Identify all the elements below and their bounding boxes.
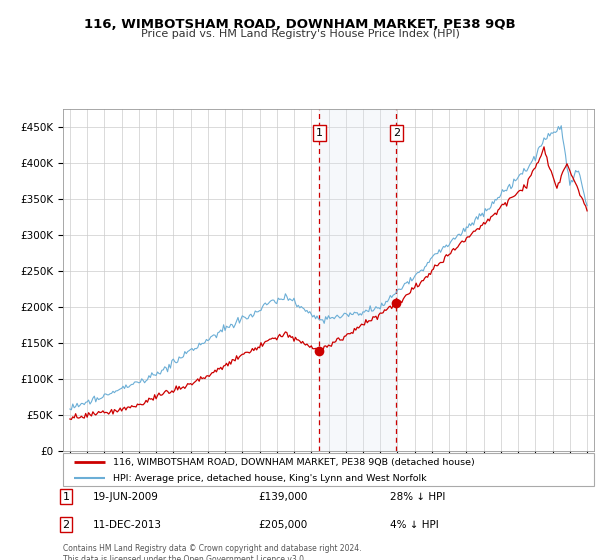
Text: £205,000: £205,000 [258,520,307,530]
Text: 116, WIMBOTSHAM ROAD, DOWNHAM MARKET, PE38 9QB (detached house): 116, WIMBOTSHAM ROAD, DOWNHAM MARKET, PE… [113,458,475,466]
Text: 19-JUN-2009: 19-JUN-2009 [93,492,159,502]
Text: 11-DEC-2013: 11-DEC-2013 [93,520,162,530]
Text: 4% ↓ HPI: 4% ↓ HPI [390,520,439,530]
Bar [319,109,397,451]
Text: 1: 1 [62,492,70,502]
Text: £139,000: £139,000 [258,492,307,502]
Text: 2: 2 [393,128,400,138]
Text: Price paid vs. HM Land Registry's House Price Index (HPI): Price paid vs. HM Land Registry's House … [140,29,460,39]
Text: 1: 1 [316,128,323,138]
Text: Contains HM Land Registry data © Crown copyright and database right 2024.
This d: Contains HM Land Registry data © Crown c… [63,544,361,560]
Text: HPI: Average price, detached house, King's Lynn and West Norfolk: HPI: Average price, detached house, King… [113,474,427,483]
Text: 116, WIMBOTSHAM ROAD, DOWNHAM MARKET, PE38 9QB: 116, WIMBOTSHAM ROAD, DOWNHAM MARKET, PE… [84,18,516,31]
FancyBboxPatch shape [63,453,594,486]
Text: 2: 2 [62,520,70,530]
Text: 28% ↓ HPI: 28% ↓ HPI [390,492,445,502]
